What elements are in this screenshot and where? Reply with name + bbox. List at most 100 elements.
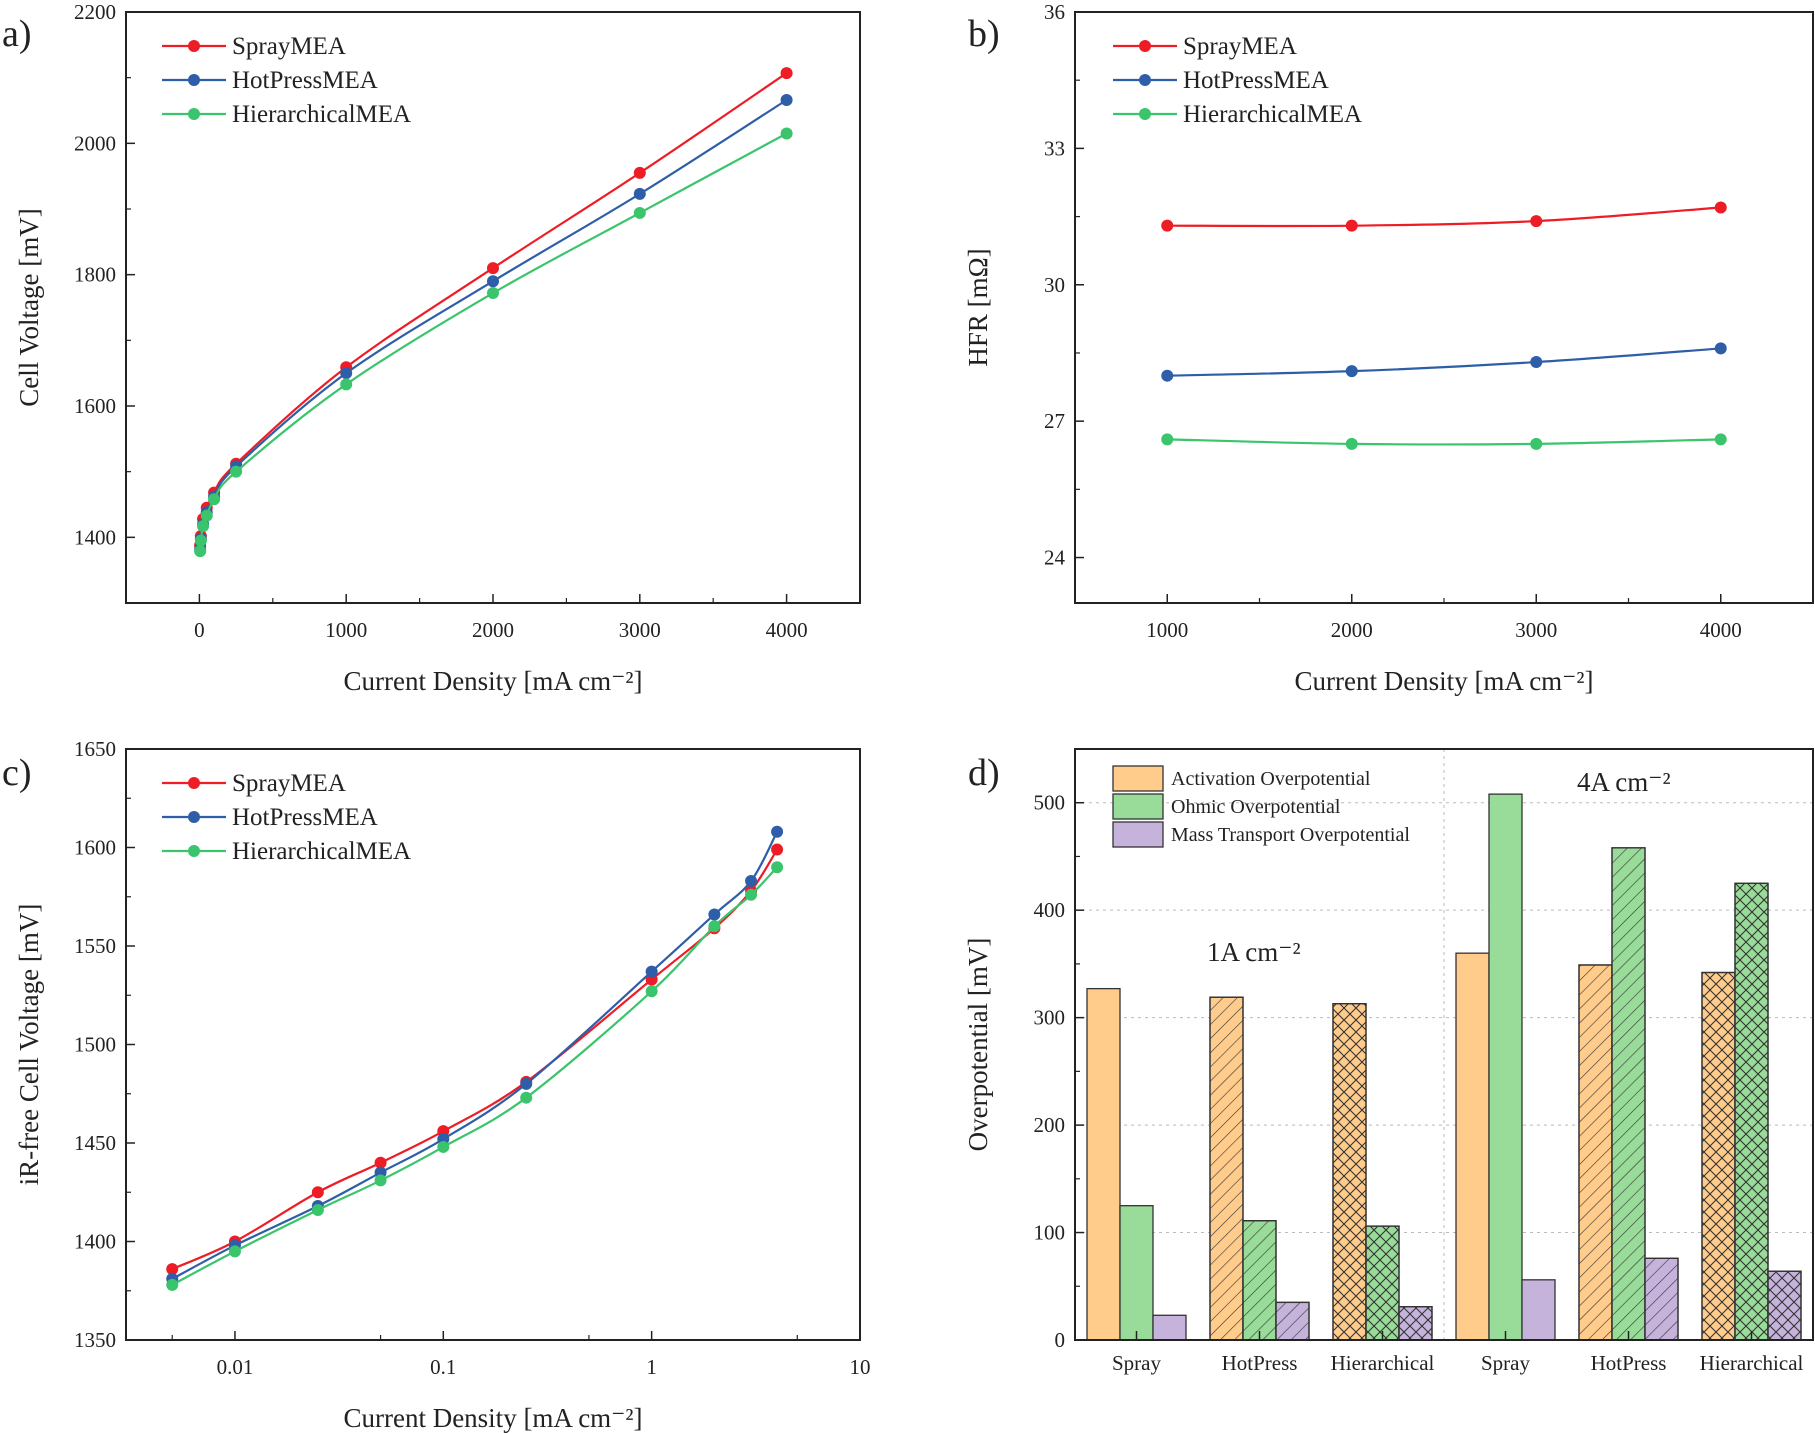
data-point-HierarchicalMEA — [780, 127, 793, 140]
legend-label: HierarchicalMEA — [232, 838, 411, 865]
y-tick-label: 27 — [1044, 409, 1065, 433]
bar-ohmic — [1119, 1205, 1154, 1341]
data-point-HotPressMEA — [633, 187, 646, 200]
data-point-HierarchicalMEA — [1345, 437, 1358, 450]
data-point-HierarchicalMEA — [1161, 433, 1174, 446]
y-axis-label: HFR [mΩ] — [963, 248, 993, 366]
x-tick-label: 4000 — [1700, 618, 1742, 642]
data-point-HierarchicalMEA — [208, 493, 221, 506]
data-point-HierarchicalMEA — [1530, 437, 1543, 450]
y-tick-label: 1450 — [74, 1131, 116, 1155]
x-tick-label: Hierarchical — [1331, 1351, 1435, 1375]
legend-marker — [188, 845, 200, 857]
y-tick-label: 500 — [1034, 791, 1066, 815]
legend-marker — [188, 108, 200, 120]
plot-frame — [1074, 748, 1814, 1341]
panel-label: c) — [2, 752, 32, 794]
chart-panel-d: Spray HotPress Hierarchical Spray HotPress Hi… — [963, 748, 1814, 1375]
data-point-HotPressMEA — [771, 825, 784, 838]
x-axis-label: Current Density [mA cm⁻²] — [343, 1403, 642, 1433]
legend-label: HierarchicalMEA — [1183, 101, 1362, 128]
data-point-SprayMEA — [1345, 219, 1358, 232]
x-tick-label: 10 — [850, 1355, 871, 1379]
bar-hatch — [1332, 1003, 1367, 1341]
x-axis-label: Current Density [mA cm⁻²] — [1294, 666, 1593, 696]
legend-label: HotPressMEA — [232, 67, 378, 94]
y-tick-label: 1550 — [74, 934, 116, 958]
bar-hatch — [1734, 882, 1769, 1341]
x-tick-label: 0.1 — [430, 1355, 456, 1379]
data-point-HierarchicalMEA — [745, 888, 758, 901]
chart-panel-b: b) 24 27 30 33 36 HFR [mΩ] 1000 2000 3000 4000 Curr… — [963, 0, 1814, 696]
data-point-SprayMEA — [633, 166, 646, 179]
legend-label: SprayMEA — [232, 33, 346, 60]
data-point-HierarchicalMEA — [311, 1203, 324, 1216]
y-tick-label: 1650 — [74, 737, 116, 761]
data-point-HierarchicalMEA — [194, 545, 207, 558]
bar-hatch — [1209, 996, 1244, 1341]
legend-swatch — [1112, 765, 1164, 792]
data-point-SprayMEA — [1530, 215, 1543, 228]
series-line-HierarchicalMEA — [1167, 438, 1721, 446]
data-point-HotPressMEA — [645, 965, 658, 978]
x-tick-label: Hierarchical — [1700, 1351, 1804, 1375]
legend-marker — [188, 777, 200, 789]
data-point-HotPressMEA — [487, 275, 499, 288]
y-axis-label: Overpotential [mV] — [963, 938, 993, 1152]
data-point-HotPressMEA — [1161, 369, 1174, 382]
y-tick-label: 1600 — [74, 394, 116, 418]
y-tick-label: 1400 — [74, 1230, 116, 1254]
data-point-HierarchicalMEA — [633, 206, 646, 219]
annotation-1A: 1A cm⁻² — [1207, 937, 1301, 967]
y-tick-label: 400 — [1034, 898, 1066, 922]
y-tick-label: 1500 — [74, 1033, 116, 1057]
x-tick-label: HotPress — [1591, 1351, 1667, 1375]
legend-swatch — [1112, 821, 1164, 848]
bar-hatch — [1611, 847, 1646, 1341]
bar-hatch — [1701, 971, 1736, 1341]
x-tick-label: 3000 — [1515, 618, 1557, 642]
x-tick-label: 2000 — [472, 618, 514, 642]
data-point-HierarchicalMEA — [194, 534, 207, 547]
bar-mass_transport — [1521, 1279, 1556, 1341]
x-tick-label: 1 — [646, 1355, 657, 1379]
x-axis-label: Current Density [mA cm⁻²] — [343, 666, 642, 696]
legend-label: SprayMEA — [1183, 33, 1297, 60]
legend-label: Mass Transport Overpotential — [1171, 824, 1410, 846]
y-tick-label: 36 — [1044, 0, 1065, 24]
bar-hatch — [1398, 1306, 1433, 1341]
x-tick-label: 4000 — [766, 618, 808, 642]
data-point-HierarchicalMEA — [771, 861, 784, 874]
y-tick-label: 0 — [1055, 1328, 1066, 1352]
x-tick-label: 1000 — [1146, 618, 1188, 642]
series-line-SprayMEA — [199, 72, 788, 546]
legend-label: HotPressMEA — [232, 804, 378, 831]
bar-mass_transport — [1152, 1314, 1187, 1341]
legend-marker — [188, 74, 200, 86]
data-point-HierarchicalMEA — [374, 1174, 387, 1187]
y-tick-label: 1800 — [74, 263, 116, 287]
data-point-HotPressMEA — [1714, 342, 1727, 355]
bar-hatch — [1242, 1220, 1277, 1341]
data-point-SprayMEA — [1714, 201, 1727, 214]
y-tick-label: 200 — [1034, 1113, 1066, 1137]
legend-label: HotPressMEA — [1183, 67, 1329, 94]
bar-activation — [1086, 987, 1121, 1341]
y-tick-label: 24 — [1044, 546, 1066, 570]
bar-ohmic — [1488, 793, 1523, 1341]
y-axis-label: Cell Voltage [mV] — [14, 208, 44, 406]
data-point-HierarchicalMEA — [520, 1091, 533, 1104]
bar-hatch — [1365, 1225, 1400, 1341]
legend-label: Activation Overpotential — [1171, 768, 1371, 790]
x-tick-label: HotPress — [1222, 1351, 1298, 1375]
y-tick-label: 2200 — [74, 0, 116, 24]
data-point-HotPressMEA — [780, 93, 793, 106]
panel-label: d) — [968, 752, 1000, 794]
y-tick-label: 100 — [1034, 1221, 1066, 1245]
data-point-HierarchicalMEA — [340, 378, 353, 391]
data-point-SprayMEA — [487, 262, 499, 275]
bar-hatch — [1578, 964, 1613, 1341]
series-line-SprayMEA — [171, 848, 779, 1271]
legend-marker — [1139, 74, 1151, 86]
